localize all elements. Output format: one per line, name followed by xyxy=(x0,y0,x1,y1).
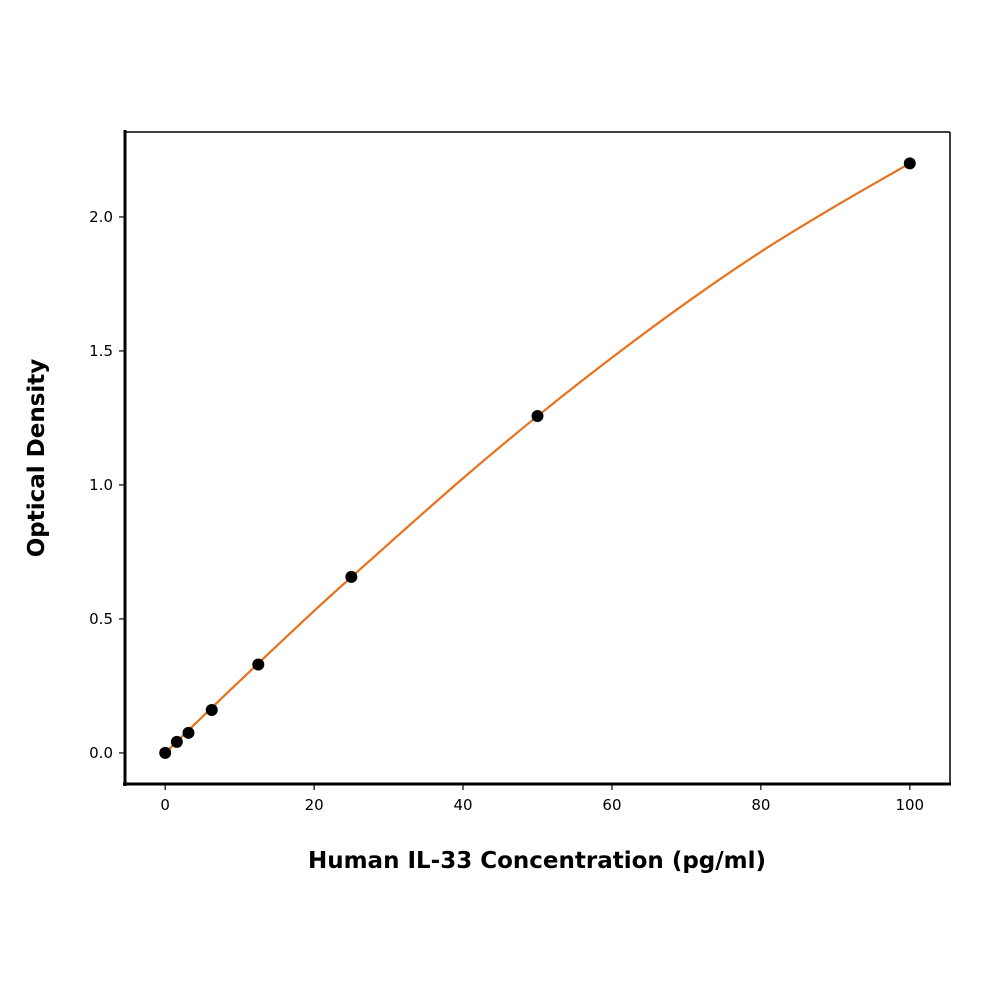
fitted-curve xyxy=(164,162,911,754)
data-point xyxy=(345,570,358,583)
data-point xyxy=(159,746,172,759)
y-tick-label: 0.5 xyxy=(89,610,113,628)
data-point xyxy=(903,157,916,170)
data-point xyxy=(531,410,544,423)
data-point xyxy=(182,726,195,739)
y-tick-label: 1.5 xyxy=(89,342,113,360)
y-tick-label: 1.0 xyxy=(89,476,113,494)
x-tick-label: 100 xyxy=(895,796,924,814)
data-points xyxy=(159,157,916,759)
y-tick-label: 0.0 xyxy=(89,744,113,762)
x-axis-ticks: 0 20 40 60 80 100 xyxy=(160,784,924,814)
y-axis-ticks: 0.0 0.5 1.0 1.5 2.0 xyxy=(89,208,125,762)
y-axis-title: Optical Density xyxy=(24,359,50,558)
x-axis-title: Human IL-33 Concentration (pg/ml) xyxy=(308,848,766,874)
plot-area xyxy=(125,132,950,784)
curve-path xyxy=(164,162,911,754)
data-point xyxy=(170,735,183,748)
y-tick-label: 2.0 xyxy=(89,208,113,226)
plot-frame xyxy=(123,130,951,786)
x-tick-label: 80 xyxy=(751,796,770,814)
data-point xyxy=(205,704,218,717)
x-tick-label: 0 xyxy=(160,796,170,814)
x-tick-label: 20 xyxy=(305,796,324,814)
x-tick-label: 40 xyxy=(453,796,472,814)
data-point xyxy=(252,658,265,671)
x-tick-label: 60 xyxy=(602,796,621,814)
